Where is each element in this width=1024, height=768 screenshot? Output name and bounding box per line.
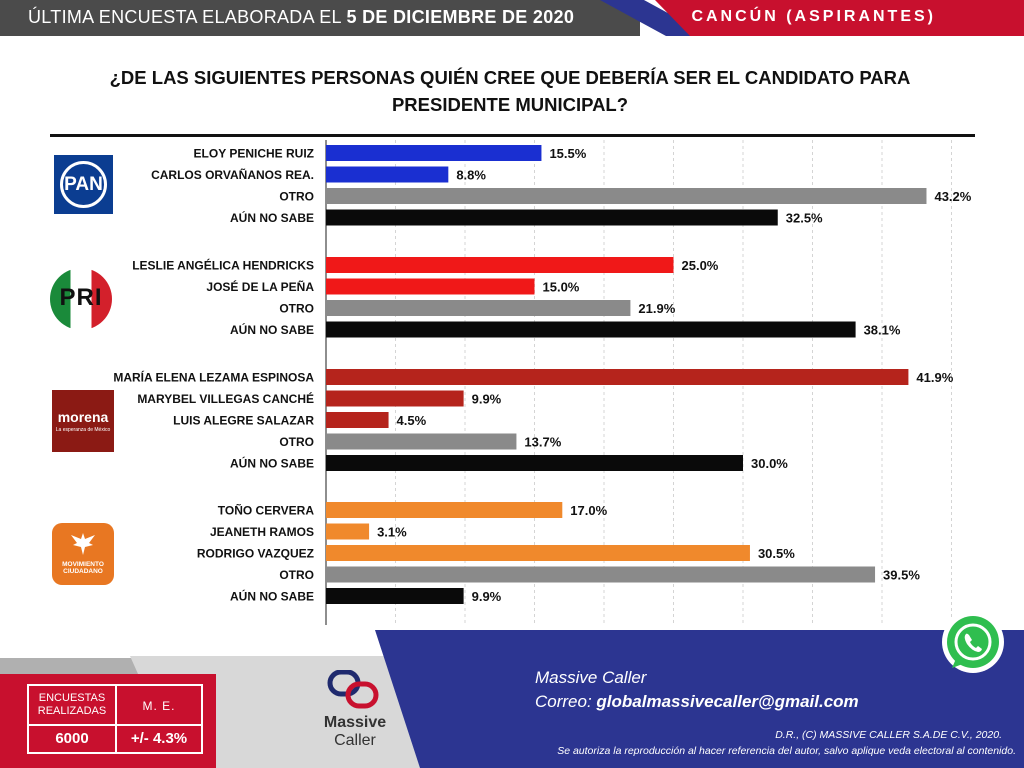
data-label: 38.1% bbox=[864, 323, 901, 338]
morena-logo-text: morena bbox=[57, 409, 109, 425]
category-label: AÚN NO SABE bbox=[230, 589, 314, 604]
data-label: 39.5% bbox=[883, 568, 920, 583]
survey-date-prefix: ÚLTIMA ENCUESTA ELABORADA EL bbox=[28, 7, 342, 27]
category-label: CARLOS ORVAÑANOS REA. bbox=[151, 167, 314, 182]
category-label: OTRO bbox=[279, 435, 314, 449]
bar bbox=[326, 209, 778, 226]
pri-logo-text: PRI bbox=[59, 284, 103, 311]
copyright-text: D.R., (C) MASSIVE CALLER S.A.DE C.V., 20… bbox=[775, 729, 1002, 741]
movimiento-ciudadano-logo: MOVIMIENTO CIUDADANO bbox=[52, 523, 114, 585]
bar bbox=[326, 188, 927, 204]
data-label: 25.0% bbox=[682, 258, 719, 273]
bar bbox=[326, 257, 674, 273]
contact-email: globalmassivecaller@gmail.com bbox=[596, 692, 859, 711]
pan-logo: PAN bbox=[52, 153, 115, 216]
data-label: 41.9% bbox=[916, 370, 953, 385]
footer-blue-shape bbox=[375, 630, 1024, 768]
bar bbox=[326, 412, 389, 428]
title-divider bbox=[50, 134, 975, 137]
bar bbox=[326, 455, 743, 471]
category-label: OTRO bbox=[279, 190, 314, 204]
massive-caller-logo-line-2: Caller bbox=[334, 732, 376, 749]
pan-logo-text: PAN bbox=[64, 174, 103, 195]
category-label: MARÍA ELENA LEZAMA ESPINOSA bbox=[113, 370, 314, 385]
data-label: 43.2% bbox=[934, 189, 971, 204]
bar bbox=[326, 166, 449, 183]
bar bbox=[326, 566, 876, 583]
reproduction-notice: Se autoriza la reproducción al hacer ref… bbox=[557, 745, 1016, 757]
footer-band bbox=[0, 630, 1024, 768]
category-label: OTRO bbox=[279, 302, 314, 316]
bar bbox=[326, 523, 370, 540]
data-label: 3.1% bbox=[377, 525, 407, 540]
contact-email-line: Correo: globalmassivecaller@gmail.com bbox=[535, 692, 859, 712]
category-label: TOÑO CERVERA bbox=[218, 503, 315, 518]
bar bbox=[326, 433, 517, 450]
brand-name: Massive Caller bbox=[535, 668, 647, 687]
bar bbox=[326, 278, 535, 295]
massive-caller-mark-icon bbox=[327, 670, 379, 709]
header-gray-band bbox=[0, 0, 640, 36]
data-label: 30.0% bbox=[751, 456, 788, 471]
category-label: AÚN NO SABE bbox=[230, 456, 314, 471]
massive-caller-logo-line-1: Massive bbox=[323, 714, 387, 731]
bar bbox=[326, 502, 563, 518]
category-label: AÚN NO SABE bbox=[230, 322, 314, 337]
pri-logo: PRI bbox=[50, 268, 112, 330]
category-label: JOSÉ DE LA PEÑA bbox=[206, 279, 314, 294]
morena-logo-subtext: La esperanza de México bbox=[55, 427, 111, 433]
margin-error-label: M. E. bbox=[117, 686, 201, 726]
surveys-label: ENCUESTAS REALIZADAS bbox=[29, 686, 117, 726]
category-label: LUIS ALEGRE SALAZAR bbox=[173, 414, 314, 428]
bar bbox=[326, 145, 542, 161]
survey-date-text: ÚLTIMA ENCUESTA ELABORADA EL 5 DE DICIEM… bbox=[28, 7, 574, 28]
question-line-2: PRESIDENTE MUNICIPAL? bbox=[391, 94, 629, 115]
pan-logo-ring bbox=[60, 161, 107, 208]
massive-caller-logo: Massive Caller bbox=[310, 670, 400, 760]
surveys-value: 6000 bbox=[29, 726, 117, 752]
data-label: 21.9% bbox=[638, 301, 675, 316]
data-label: 8.8% bbox=[456, 168, 486, 183]
mc-logo-line-2: CIUDADANO bbox=[63, 568, 103, 575]
question-line-1: ¿DE LAS SIGUIENTES PERSONAS QUIÉN CREE Q… bbox=[109, 67, 911, 88]
data-label: 15.0% bbox=[543, 280, 580, 295]
category-label: OTRO bbox=[279, 568, 314, 582]
morena-logo: morena La esperanza de México bbox=[52, 390, 114, 452]
bar bbox=[326, 300, 631, 316]
data-label: 9.9% bbox=[472, 589, 502, 604]
bar bbox=[326, 321, 856, 338]
survey-date: 5 DE DICIEMBRE DE 2020 bbox=[346, 7, 575, 27]
eagle-icon bbox=[71, 533, 95, 555]
category-label: MARYBEL VILLEGAS CANCHÉ bbox=[137, 391, 314, 406]
header-red-band bbox=[655, 0, 1024, 36]
category-label: RODRIGO VAZQUEZ bbox=[197, 547, 314, 561]
data-label: 13.7% bbox=[524, 435, 561, 450]
data-label: 15.5% bbox=[549, 146, 586, 161]
chart-question: ¿DE LAS SIGUIENTES PERSONAS QUIÉN CREE Q… bbox=[60, 64, 960, 118]
header-bar: ÚLTIMA ENCUESTA ELABORADA EL 5 DE DICIEM… bbox=[0, 0, 1024, 36]
bar bbox=[326, 588, 464, 604]
margin-error-value: +/- 4.3% bbox=[130, 730, 188, 747]
whatsapp-icon[interactable] bbox=[938, 608, 1008, 678]
survey-stats-table: ENCUESTAS REALIZADAS M. E. 6000 +/- 4.3% bbox=[27, 684, 203, 754]
bar bbox=[326, 545, 750, 561]
category-label: ELOY PENICHE RUIZ bbox=[194, 147, 314, 161]
data-label: 17.0% bbox=[570, 503, 607, 518]
data-label: 4.5% bbox=[397, 413, 427, 428]
category-label: JEANETH RAMOS bbox=[210, 525, 314, 539]
email-label: Correo: bbox=[535, 692, 592, 711]
mc-logo-line-1: MOVIMIENTO bbox=[62, 561, 104, 568]
data-label: 32.5% bbox=[786, 211, 823, 226]
data-label: 30.5% bbox=[758, 546, 795, 561]
mc-logo-text: MOVIMIENTO CIUDADANO bbox=[52, 561, 114, 575]
category-label: AÚN NO SABE bbox=[230, 210, 314, 225]
data-label: 9.9% bbox=[472, 392, 502, 407]
category-label: LESLIE ANGÉLICA HENDRICKS bbox=[132, 258, 314, 273]
bar bbox=[326, 390, 464, 407]
location-title: CANCÚN (ASPIRANTES) bbox=[691, 8, 936, 25]
bar bbox=[326, 369, 909, 385]
